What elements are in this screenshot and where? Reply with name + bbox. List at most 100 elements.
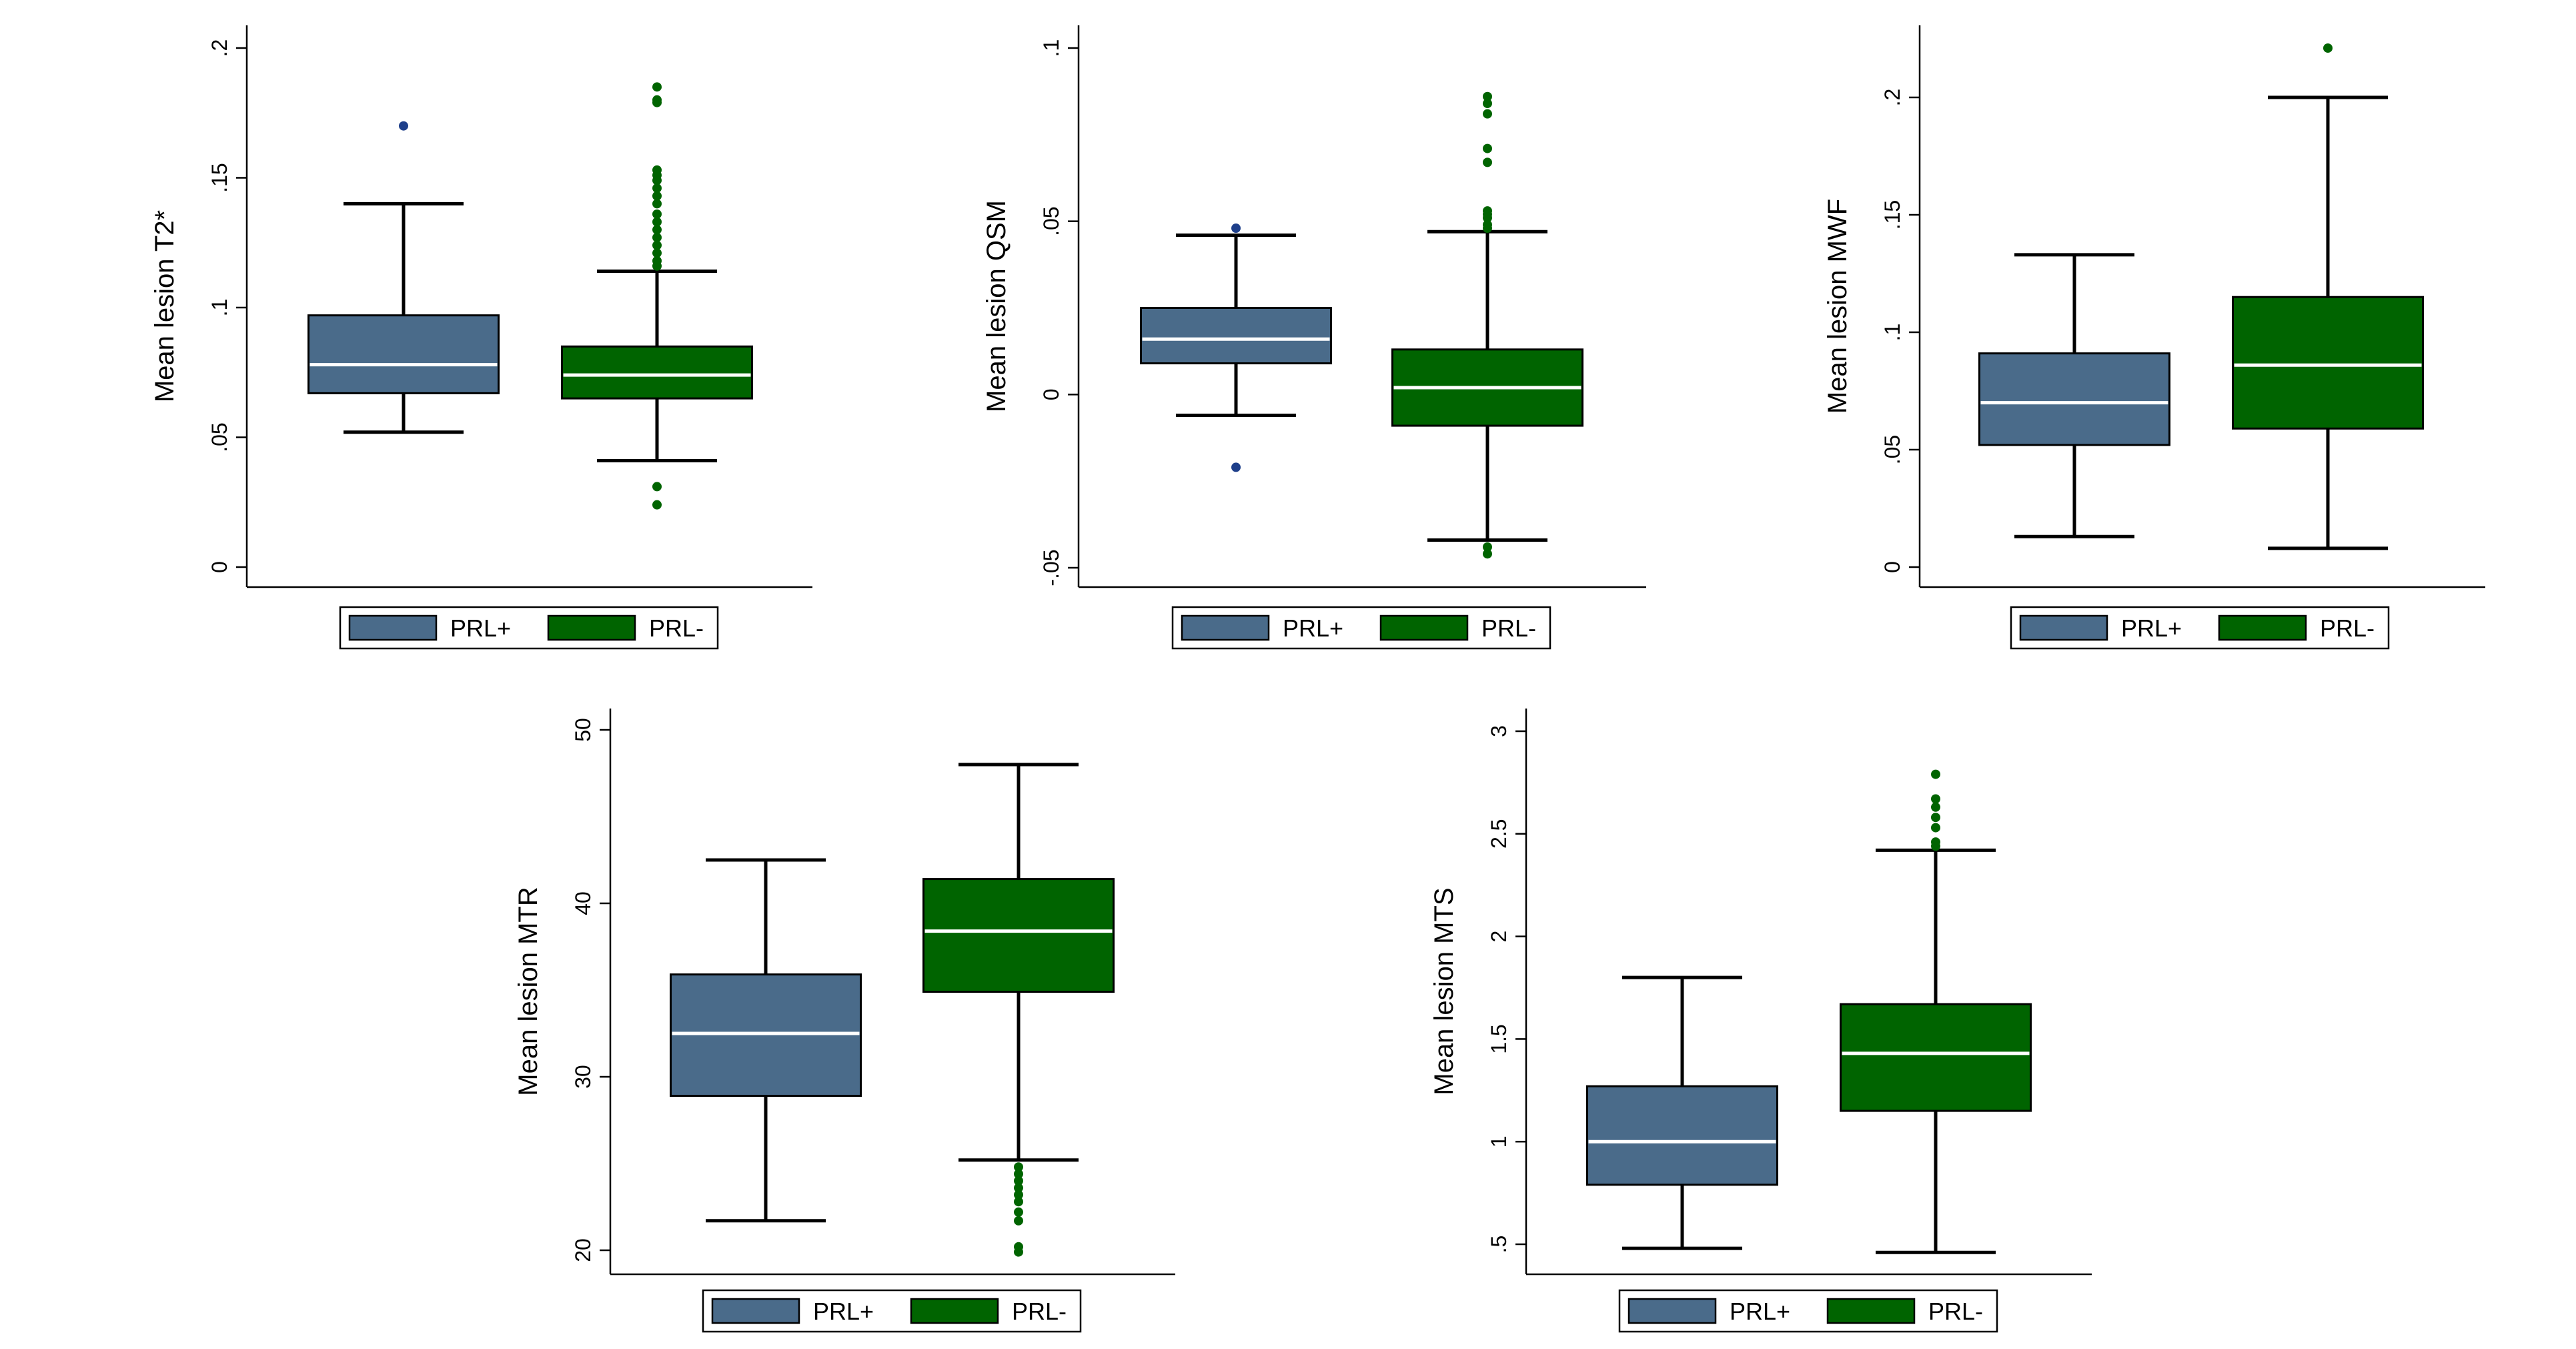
outlier-point xyxy=(1931,837,1940,847)
legend-swatch xyxy=(711,1298,800,1324)
legend-item-prl-minus: PRL- xyxy=(1379,614,1536,642)
y-axis-title: Mean lesion MWF xyxy=(1823,199,1852,414)
y-tick-label: 3 xyxy=(1487,725,1511,737)
outlier-point xyxy=(652,82,662,92)
y-tick-label: .15 xyxy=(207,163,231,192)
legend-item-prl-plus: PRL+ xyxy=(2019,614,2182,642)
legend-label: PRL+ xyxy=(1283,614,1343,642)
y-tick-label: 1 xyxy=(1487,1136,1511,1148)
outlier-point xyxy=(399,121,408,131)
iqr-box xyxy=(1840,1003,2032,1112)
outlier-point xyxy=(1483,206,1492,216)
legend-item-prl-minus: PRL- xyxy=(1826,1298,1983,1325)
outlier-point xyxy=(652,240,662,250)
legend-label: PRL+ xyxy=(1730,1298,1790,1325)
box-prl-plus xyxy=(1140,223,1332,472)
outlier-point xyxy=(652,232,662,242)
outlier-point xyxy=(1014,1197,1023,1207)
legend-swatch xyxy=(348,614,438,641)
iqr-box xyxy=(561,345,753,400)
outlier-point xyxy=(652,199,662,209)
legend: PRL+ PRL- xyxy=(339,606,719,650)
y-tick-label: .2 xyxy=(1880,89,1904,107)
iqr-box xyxy=(307,314,500,394)
y-axis-title: Mean lesion MTR xyxy=(514,887,543,1095)
outlier-point xyxy=(652,225,662,235)
legend-label: PRL- xyxy=(1481,614,1536,642)
chart-panel-4: 20 30 40 50 Mean lesion MTR PRL+ PRL- xyxy=(514,709,1175,1333)
outlier-point xyxy=(1014,1216,1023,1226)
outlier-point xyxy=(1931,823,1940,833)
outlier-point xyxy=(1931,769,1940,779)
outlier-point xyxy=(1014,1207,1023,1217)
outlier-point xyxy=(1014,1242,1023,1252)
outlier-point xyxy=(1483,219,1492,230)
box-prl-plus xyxy=(670,858,862,1223)
outlier-point xyxy=(652,95,662,105)
iqr-box xyxy=(922,878,1115,993)
outlier-point xyxy=(1014,1169,1023,1179)
y-tick-label: .15 xyxy=(1880,200,1904,230)
legend-label: PRL- xyxy=(1012,1298,1067,1325)
iqr-box xyxy=(1978,352,2170,446)
outlier-point xyxy=(652,209,662,219)
legend-label: PRL+ xyxy=(813,1298,874,1325)
legend-label: PRL- xyxy=(2320,614,2375,642)
legend: PRL+ PRL- xyxy=(702,1289,1082,1333)
legend-swatch xyxy=(1826,1298,1916,1324)
y-tick-label: 1.5 xyxy=(1487,1024,1511,1053)
y-tick-label: 50 xyxy=(571,718,595,742)
iqr-box xyxy=(670,973,862,1097)
box-prl-minus xyxy=(922,763,1115,1257)
legend: PRL+ PRL- xyxy=(1171,606,1551,650)
outlier-point xyxy=(1483,109,1492,119)
outlier-point xyxy=(1931,794,1940,804)
legend-item-prl-minus: PRL- xyxy=(2218,614,2375,642)
y-tick-label: 0 xyxy=(1880,561,1904,573)
iqr-box xyxy=(2232,296,2424,430)
legend-swatch xyxy=(547,614,636,641)
outlier-point xyxy=(1483,143,1492,153)
y-tick-label: .1 xyxy=(1880,324,1904,342)
legend-label: PRL+ xyxy=(450,614,511,642)
y-tick-label: 2 xyxy=(1487,931,1511,943)
legend-swatch xyxy=(1379,614,1469,641)
outlier-point xyxy=(652,248,662,258)
outlier-point xyxy=(2323,43,2333,53)
legend-item-prl-plus: PRL+ xyxy=(348,614,511,642)
outlier-point xyxy=(1014,1176,1023,1186)
outlier-point xyxy=(1014,1190,1023,1200)
outlier-point xyxy=(1014,1162,1023,1172)
y-tick-label: 0 xyxy=(1039,388,1063,400)
y-tick-label: 40 xyxy=(571,891,595,915)
outlier-point xyxy=(652,256,662,266)
legend-label: PRL+ xyxy=(2121,614,2182,642)
outlier-point xyxy=(652,165,662,175)
outlier-point xyxy=(1483,91,1492,101)
outlier-point xyxy=(1483,99,1492,109)
legend-item-prl-minus: PRL- xyxy=(547,614,704,642)
outlier-point xyxy=(652,217,662,227)
y-axis-title: Mean lesion MTS xyxy=(1429,887,1459,1095)
outlier-point xyxy=(1931,802,1940,812)
chart-panel-2: -.05 0 .05 .1 Mean lesion QSM PRL+ PRL- xyxy=(982,25,1646,650)
legend-swatch xyxy=(1628,1298,1717,1324)
y-tick-label: 20 xyxy=(571,1238,595,1262)
box-prl-minus xyxy=(2232,43,2424,550)
y-tick-label: .2 xyxy=(207,39,231,57)
legend: PRL+ PRL- xyxy=(2010,606,2390,650)
box-prl-minus xyxy=(1391,91,1583,559)
box-prl-minus xyxy=(561,82,753,510)
y-tick-label: .5 xyxy=(1487,1236,1511,1254)
legend-swatch xyxy=(910,1298,999,1324)
legend-swatch xyxy=(1181,614,1270,641)
y-tick-label: 0 xyxy=(207,561,231,573)
legend-swatch xyxy=(2218,614,2307,641)
outlier-point xyxy=(1483,542,1492,552)
box-prl-plus xyxy=(1978,253,2170,538)
legend-label: PRL- xyxy=(1928,1298,1983,1325)
outlier-point xyxy=(652,482,662,492)
iqr-box xyxy=(1586,1085,1778,1186)
chart-panel-3: 0 .05 .1 .15 .2 Mean lesion MWF PRL+ PRL- xyxy=(1823,25,2485,650)
